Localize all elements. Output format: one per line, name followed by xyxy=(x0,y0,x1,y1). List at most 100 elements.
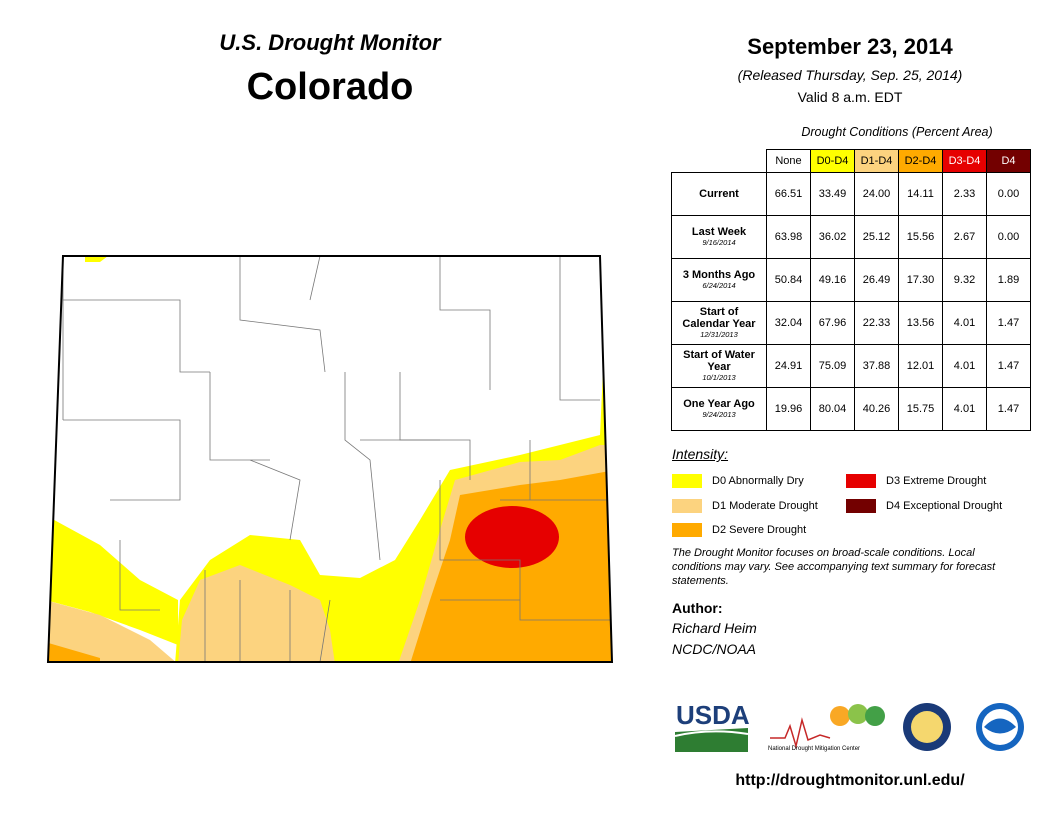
legend-swatch xyxy=(672,499,702,513)
legend-swatch xyxy=(846,499,876,513)
cell: 75.09 xyxy=(810,344,855,388)
column-header: D0-D4 xyxy=(810,149,855,173)
data-row: Start of Calendar Year 12/31/2013 32.04 67.… xyxy=(671,301,1031,345)
author-label: Author: xyxy=(672,600,723,616)
row-date: 6/24/2014 xyxy=(702,281,736,290)
cell: 37.88 xyxy=(854,344,899,388)
released: (Released Thursday, Sep. 25, 2014) xyxy=(737,67,963,83)
legend-swatch xyxy=(672,523,702,537)
data-row: 3 Months Ago 6/24/2014 50.84 49.16 26.49 17.3… xyxy=(671,258,1031,302)
cell: 80.04 xyxy=(810,387,855,431)
row-label: One Year Ago 9/24/2013 xyxy=(671,387,767,431)
row-label: Last Week 9/16/2014 xyxy=(671,215,767,259)
legend-item: D4 Exceptional Drought xyxy=(846,499,1002,513)
cell: 24.00 xyxy=(854,172,899,216)
note: The Drought Monitor focuses on broad-sca… xyxy=(672,547,996,587)
valid-time: Valid 8 a.m. EDT xyxy=(797,89,903,105)
legend-label: D0 Abnormally Dry xyxy=(712,475,804,487)
row-label-text: 3 Months Ago xyxy=(682,269,756,281)
row-date: 12/31/2013 xyxy=(700,330,738,339)
author-name: Richard Heim xyxy=(672,620,757,636)
cell: 49.16 xyxy=(810,258,855,302)
row-label: Start of Water Year 10/1/2013 xyxy=(671,344,767,388)
row-date: 9/16/2014 xyxy=(702,238,736,247)
row-label: Current xyxy=(671,172,767,216)
legend-label: D3 Extreme Drought xyxy=(886,475,987,487)
column-header: D3-D4 xyxy=(942,149,987,173)
author-org: NCDC/NOAA xyxy=(672,641,757,657)
cell: 1.47 xyxy=(986,344,1031,388)
legend-label: D2 Severe Drought xyxy=(712,524,807,536)
row-label-text: One Year Ago xyxy=(683,398,755,410)
legend-item: D1 Moderate Drought xyxy=(672,499,818,513)
column-header: D1-D4 xyxy=(854,149,899,173)
column-header: None xyxy=(766,149,811,173)
legend-item: D3 Extreme Drought xyxy=(846,474,986,488)
header-row: None D0-D4 D1-D4 D2-D4 D3-D4 D4 xyxy=(672,149,1031,173)
cell: 67.96 xyxy=(810,301,855,345)
cell: 1.47 xyxy=(986,387,1031,431)
cell: 24.91 xyxy=(766,344,811,388)
cell: 9.32 xyxy=(942,258,987,302)
legend-title: Intensity: xyxy=(672,446,729,462)
corner xyxy=(672,150,767,173)
row-date: 9/24/2013 xyxy=(702,410,736,419)
cell: 50.84 xyxy=(766,258,811,302)
date: September 23, 2014 xyxy=(747,34,953,59)
legend-swatch xyxy=(672,474,702,488)
cell: 4.01 xyxy=(942,387,987,431)
legend-item: D0 Abnormally Dry xyxy=(672,474,804,488)
legend-swatch xyxy=(846,474,876,488)
legend-label: D1 Moderate Drought xyxy=(712,500,818,512)
row-label-text: Start of Calendar Year xyxy=(682,306,756,330)
logos: USDA National Drought Mitigation Center xyxy=(674,700,1024,752)
cell: 2.67 xyxy=(942,215,987,259)
cell: 66.51 xyxy=(766,172,811,216)
ndmc-logo: National Drought Mitigation Center xyxy=(768,746,860,752)
cell: 33.49 xyxy=(810,172,855,216)
state-name: Colorado xyxy=(246,66,414,108)
data-row: One Year Ago 9/24/2013 19.96 80.04 40.26 15.7… xyxy=(671,387,1031,431)
column-header: D4 xyxy=(986,149,1031,173)
column-header: D2-D4 xyxy=(898,149,943,173)
cell: 1.89 xyxy=(986,258,1031,302)
cell: 15.75 xyxy=(898,387,943,431)
row-label: 3 Months Ago 6/24/2014 xyxy=(671,258,767,302)
row-date: 10/1/2013 xyxy=(702,373,736,382)
cell: 14.11 xyxy=(898,172,943,216)
cell: 26.49 xyxy=(854,258,899,302)
cell: 17.30 xyxy=(898,258,943,302)
conditions-table: None D0-D4 D1-D4 D2-D4 D3-D4 D4 Current 66.51 33… xyxy=(671,149,1031,431)
cell: 1.47 xyxy=(986,301,1031,345)
cell: 13.56 xyxy=(898,301,943,345)
row-label-text: Current xyxy=(699,188,739,200)
cell: 32.04 xyxy=(766,301,811,345)
table-caption: Drought Conditions (Percent Area) xyxy=(801,125,993,139)
legend-label: D4 Exceptional Drought xyxy=(886,500,1003,512)
row-label-text: Start of Water Year xyxy=(683,349,755,373)
cell: 22.33 xyxy=(854,301,899,345)
url[interactable]: http://droughtmonitor.unl.edu/ xyxy=(735,772,965,789)
legend-item: D2 Severe Drought xyxy=(672,523,806,537)
cell: 19.96 xyxy=(766,387,811,431)
cell: 36.02 xyxy=(810,215,855,259)
cell: 15.56 xyxy=(898,215,943,259)
cell: 0.00 xyxy=(986,172,1031,216)
data-row: Start of Water Year 10/1/2013 24.91 75.09 37… xyxy=(671,344,1031,388)
cell: 63.98 xyxy=(766,215,811,259)
cell: 0.00 xyxy=(986,215,1031,259)
map xyxy=(46,255,614,663)
cell: 4.01 xyxy=(942,344,987,388)
cell: 25.12 xyxy=(854,215,899,259)
cell: 4.01 xyxy=(942,301,987,345)
data-row: Current 66.51 33.49 24.00 14.11 2.33 0.00 xyxy=(671,172,1031,216)
usda-logo: USDA xyxy=(676,700,750,730)
cell: 2.33 xyxy=(942,172,987,216)
data-row: Last Week 9/16/2014 63.98 36.02 25.12 15.56 2.… xyxy=(671,215,1031,259)
cell: 12.01 xyxy=(898,344,943,388)
title: U.S. Drought Monitor xyxy=(219,30,441,55)
row-label-text: Last Week xyxy=(691,226,747,238)
row-label: Start of Calendar Year 12/31/2013 xyxy=(671,301,767,345)
cell: 40.26 xyxy=(854,387,899,431)
